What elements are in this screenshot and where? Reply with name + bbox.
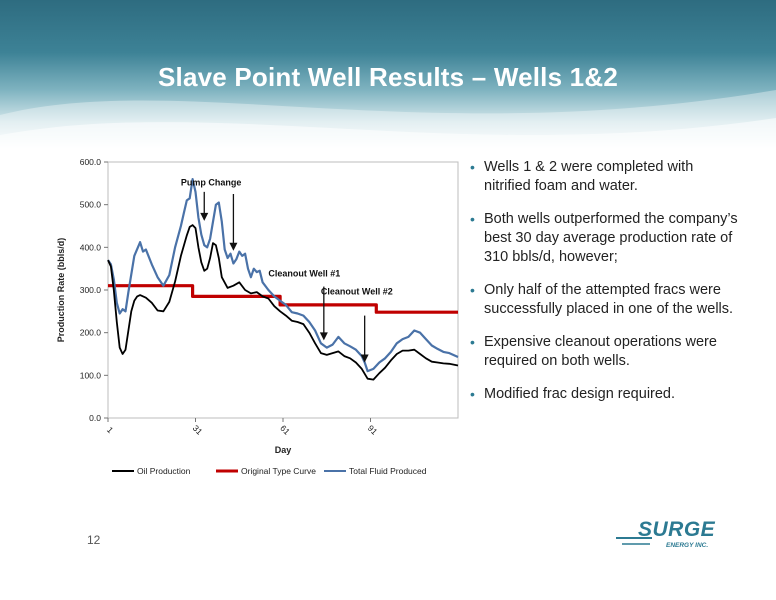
page-title: Slave Point Well Results – Wells 1&2 xyxy=(158,62,618,92)
legend-label: Oil Production xyxy=(137,466,191,476)
bullet-text: Wells 1 & 2 were completed with nitrifie… xyxy=(484,159,694,194)
annotation-arrowhead-icon xyxy=(319,332,328,341)
annotation-arrowhead-icon xyxy=(200,212,209,221)
y-tick-label: 100.0 xyxy=(80,370,102,380)
bullet-text: Both wells outperformed the company’s be… xyxy=(484,211,738,265)
bullet-dot-icon: • xyxy=(470,386,475,402)
bullet-item: • Only half of the attempted fracs were s… xyxy=(470,281,740,319)
y-tick-label: 300.0 xyxy=(80,285,102,295)
surge-logo-swoosh-icon xyxy=(616,537,652,545)
page-number: 12 xyxy=(87,533,101,547)
x-tick-label: 91 xyxy=(366,423,380,437)
bullet-dot-icon: • xyxy=(470,211,475,227)
x-axis-title: Day xyxy=(275,445,292,455)
annotation-arrowhead-icon xyxy=(229,242,238,251)
y-tick-label: 600.0 xyxy=(80,157,102,167)
x-tick-label: 31 xyxy=(191,423,205,437)
y-tick-label: 0.0 xyxy=(89,413,101,423)
x-tick-label: 61 xyxy=(278,423,292,437)
annotation-arrowhead-icon xyxy=(360,354,369,363)
oil-production-line xyxy=(107,224,459,381)
total-fluid-produced-line xyxy=(107,178,459,373)
y-tick-label: 500.0 xyxy=(80,200,102,210)
legend-label: Total Fluid Produced xyxy=(349,466,427,476)
y-axis-title: Production Rate (bbls/d) xyxy=(56,238,66,343)
logo-text: SURGE xyxy=(638,518,716,541)
legend-label: Original Type Curve xyxy=(241,466,316,476)
annotation-label: Pump Change xyxy=(181,177,242,187)
bullet-dot-icon: • xyxy=(470,159,475,175)
annotation-label: Cleanout Well #1 xyxy=(268,268,340,278)
bullet-item: • Both wells outperformed the company’s b… xyxy=(470,210,740,267)
bullet-dot-icon: • xyxy=(470,282,475,298)
bullet-text: Modified frac design required. xyxy=(484,386,676,402)
production-chart: 0.0 100.0 200.0 300.0 400.0 500.0 600.0 1 31 61 91… xyxy=(56,157,459,476)
banner-swoosh xyxy=(0,90,776,150)
x-tick-label: 1 xyxy=(105,425,116,436)
original-type-curve-line xyxy=(108,284,458,314)
bullet-item: • Expensive cleanout operations were requ… xyxy=(470,333,740,371)
bullet-item: • Wells 1 & 2 were completed with nitrifi… xyxy=(470,158,740,196)
bullet-dot-icon: • xyxy=(470,334,475,350)
annotation-label: Cleanout Well #2 xyxy=(321,286,393,296)
bullet-text: Expensive cleanout operations were requi… xyxy=(484,334,717,369)
y-tick-label: 200.0 xyxy=(80,328,102,338)
bullet-list: • Wells 1 & 2 were completed with nitrifi… xyxy=(470,158,740,418)
bullet-text: Only half of the attempted fracs were su… xyxy=(484,282,734,317)
bullet-item: • Modified frac design required. xyxy=(470,385,740,404)
plot-area xyxy=(107,161,459,419)
logo-subtext: ENERGY INC. xyxy=(666,542,709,549)
y-tick-label: 400.0 xyxy=(80,242,102,252)
